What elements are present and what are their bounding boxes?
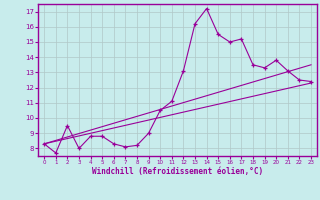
X-axis label: Windchill (Refroidissement éolien,°C): Windchill (Refroidissement éolien,°C)	[92, 167, 263, 176]
